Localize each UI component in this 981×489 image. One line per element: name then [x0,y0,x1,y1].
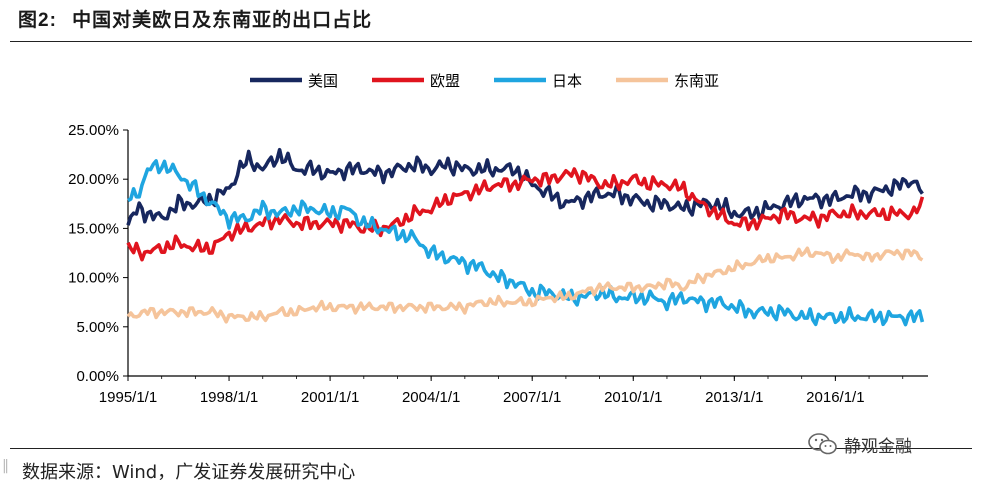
x-tick-label: 2007/1/1 [503,389,561,406]
series-line-1 [126,147,924,226]
x-tick-label: 1998/1/1 [200,389,258,406]
legend-label: 美国 [308,72,338,90]
figure-title: 中国对美欧日及东南亚的出口占比 [72,9,373,31]
series-line-4 [126,246,924,324]
y-tick-label: 0.00% [76,368,119,385]
legend-label: 东南亚 [674,72,719,90]
wechat-icon [808,433,837,455]
axes: 0.00% 5.00% 10.00% 15.00% 20.00% 25.00% 1995/1… [68,122,928,406]
figure-number: 图2: [18,10,57,31]
y-tick-label: 15.00% [68,220,119,237]
y-tick-label: 5.00% [76,319,119,336]
series-line-2 [126,167,925,262]
series-line-3 [127,159,925,327]
x-tick-label: 2013/1/1 [705,389,763,406]
x-tick-label: 2004/1/1 [402,389,460,406]
x-tick-label: 1995/1/1 [99,389,157,406]
bottom-divider [10,448,972,449]
pause-icon: ‖ [2,458,9,474]
legend: 美国 欧盟 日本 东南亚 [250,72,719,90]
legend-label: 欧盟 [430,72,460,90]
y-tick-label: 10.00% [68,270,119,287]
chart-title: 图2: 中国对美欧日及东南亚的出口占比 [18,6,372,34]
brand-watermark: 静观金融 [808,432,912,457]
y-tick-label: 20.00% [68,171,119,188]
y-tick-label: 25.00% [68,122,119,139]
top-divider [10,41,972,42]
x-tick-label: 2001/1/1 [301,389,359,406]
series-lines [126,147,925,327]
x-tick-label: 2016/1/1 [806,389,864,406]
brand-name: 静观金融 [844,436,912,457]
data-source: 数据来源：Wind，广发证券发展研究中心 [22,462,356,483]
x-tick-label: 2010/1/1 [604,389,662,406]
legend-label: 日本 [552,72,582,90]
